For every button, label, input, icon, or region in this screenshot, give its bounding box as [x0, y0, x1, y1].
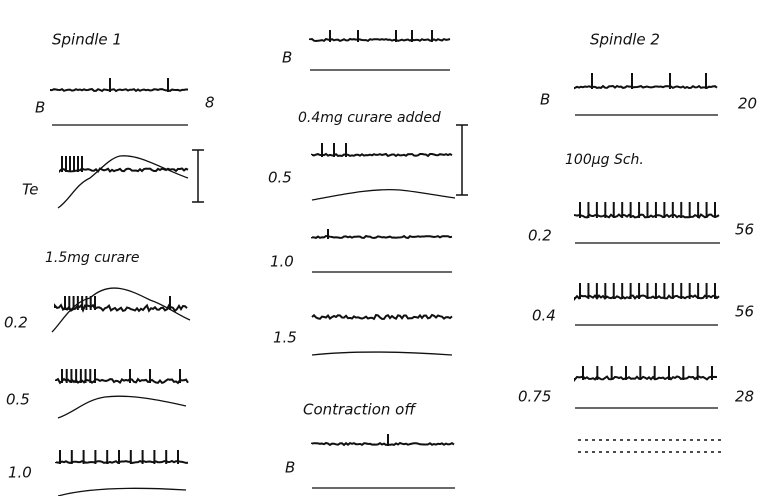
- subheading: 0.4mg curare added: [298, 110, 441, 126]
- trace: [55, 369, 189, 385]
- row-label: 0.2: [4, 314, 28, 332]
- rate: 8: [205, 94, 215, 112]
- trace: [49, 78, 188, 93]
- dotted-line: [578, 439, 722, 453]
- trace: [575, 114, 720, 409]
- trace: [574, 366, 718, 382]
- subheading: 100µg Sch.: [565, 152, 644, 168]
- trace: [55, 450, 189, 465]
- trace: [311, 434, 455, 447]
- row-label: Te: [22, 181, 39, 199]
- row-label: 0.2: [528, 227, 552, 245]
- trace: [309, 30, 451, 43]
- scale-bar: [456, 124, 468, 196]
- row-label: B: [285, 459, 295, 477]
- row-label: 0.75: [518, 388, 551, 406]
- heading: Spindle 1: [52, 31, 122, 49]
- trace: [310, 69, 456, 489]
- trace: [574, 73, 718, 90]
- row-label: B: [540, 91, 550, 109]
- trace: [54, 296, 188, 313]
- row-label: 1.0: [8, 464, 32, 482]
- subheading: 1.5mg curare: [45, 250, 140, 266]
- trace: [311, 229, 453, 240]
- rate: 28: [735, 388, 754, 406]
- trace: [59, 156, 189, 173]
- row-label: 0.5: [268, 169, 292, 187]
- row-label: 1.5: [273, 329, 297, 347]
- scale-bar: [192, 149, 204, 203]
- row-label: 1.0: [270, 253, 294, 271]
- trace: [574, 202, 720, 219]
- rate: 20: [738, 95, 757, 113]
- subheading: Contraction off: [303, 401, 417, 419]
- row-label: B: [282, 49, 292, 67]
- trace: [51, 124, 191, 496]
- trace: [574, 283, 720, 301]
- row-label: B: [35, 99, 45, 117]
- heading: Spindle 2: [590, 31, 660, 49]
- rate: 56: [735, 303, 754, 321]
- trace: [311, 313, 453, 321]
- row-label: 0.4: [532, 307, 556, 325]
- spike-traces: [49, 30, 720, 465]
- trace: [311, 143, 453, 158]
- rate: 56: [735, 221, 754, 239]
- row-label: 0.5: [6, 391, 30, 409]
